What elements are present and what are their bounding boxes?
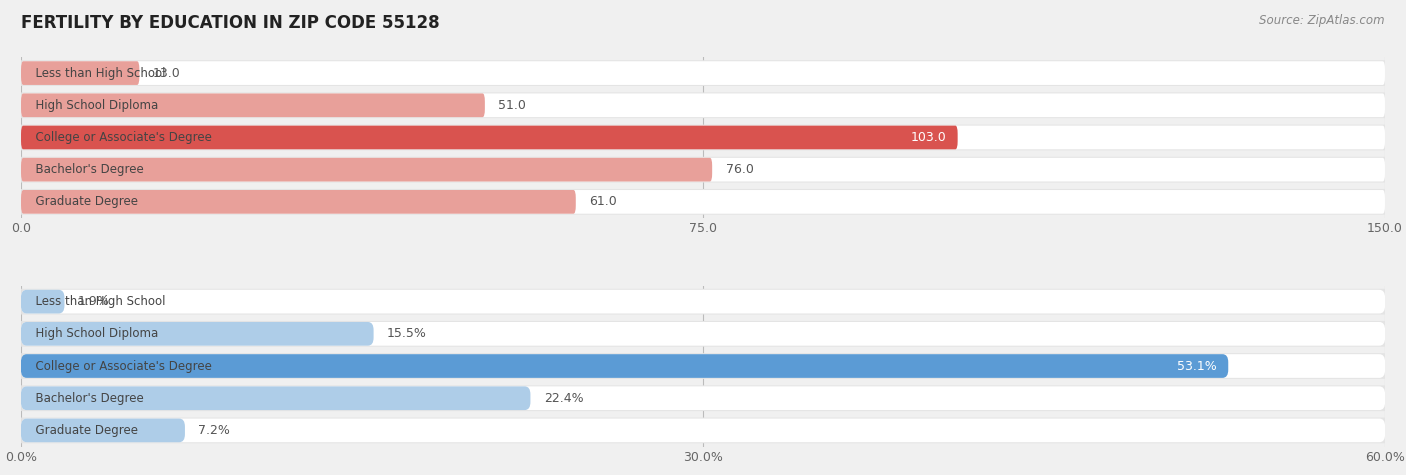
Text: 76.0: 76.0 [725,163,754,176]
FancyBboxPatch shape [21,190,576,214]
FancyBboxPatch shape [21,94,1385,117]
Text: College or Associate's Degree: College or Associate's Degree [28,360,212,372]
Text: 103.0: 103.0 [911,131,946,144]
Text: Bachelor's Degree: Bachelor's Degree [28,392,143,405]
FancyBboxPatch shape [21,354,1385,378]
FancyBboxPatch shape [21,386,530,410]
FancyBboxPatch shape [21,124,1385,151]
Text: 13.0: 13.0 [153,66,181,80]
FancyBboxPatch shape [21,321,1385,347]
FancyBboxPatch shape [21,386,1385,410]
FancyBboxPatch shape [21,61,139,85]
Text: Graduate Degree: Graduate Degree [28,195,138,209]
FancyBboxPatch shape [21,60,1385,86]
Text: 7.2%: 7.2% [198,424,231,437]
FancyBboxPatch shape [21,157,1385,182]
FancyBboxPatch shape [21,158,713,181]
FancyBboxPatch shape [21,418,1385,443]
Text: 15.5%: 15.5% [387,327,427,340]
Text: 1.9%: 1.9% [77,295,110,308]
FancyBboxPatch shape [21,290,65,314]
FancyBboxPatch shape [21,61,1385,85]
Text: High School Diploma: High School Diploma [28,99,157,112]
Text: College or Associate's Degree: College or Associate's Degree [28,131,212,144]
FancyBboxPatch shape [21,322,374,346]
FancyBboxPatch shape [21,158,1385,181]
FancyBboxPatch shape [21,93,1385,118]
Text: 53.1%: 53.1% [1177,360,1218,372]
Text: 51.0: 51.0 [499,99,526,112]
Text: Less than High School: Less than High School [28,66,166,80]
Text: Graduate Degree: Graduate Degree [28,424,138,437]
FancyBboxPatch shape [21,353,1385,379]
Text: FERTILITY BY EDUCATION IN ZIP CODE 55128: FERTILITY BY EDUCATION IN ZIP CODE 55128 [21,14,440,32]
FancyBboxPatch shape [21,289,1385,314]
FancyBboxPatch shape [21,354,1229,378]
FancyBboxPatch shape [21,190,1385,214]
Text: Less than High School: Less than High School [28,295,166,308]
FancyBboxPatch shape [21,125,1385,149]
Text: High School Diploma: High School Diploma [28,327,157,340]
FancyBboxPatch shape [21,418,1385,442]
FancyBboxPatch shape [21,189,1385,215]
FancyBboxPatch shape [21,418,186,442]
Text: 22.4%: 22.4% [544,392,583,405]
FancyBboxPatch shape [21,322,1385,346]
Text: Bachelor's Degree: Bachelor's Degree [28,163,143,176]
FancyBboxPatch shape [21,94,485,117]
Text: Source: ZipAtlas.com: Source: ZipAtlas.com [1260,14,1385,27]
FancyBboxPatch shape [21,125,957,149]
FancyBboxPatch shape [21,290,1385,314]
Text: 61.0: 61.0 [589,195,617,209]
FancyBboxPatch shape [21,385,1385,411]
